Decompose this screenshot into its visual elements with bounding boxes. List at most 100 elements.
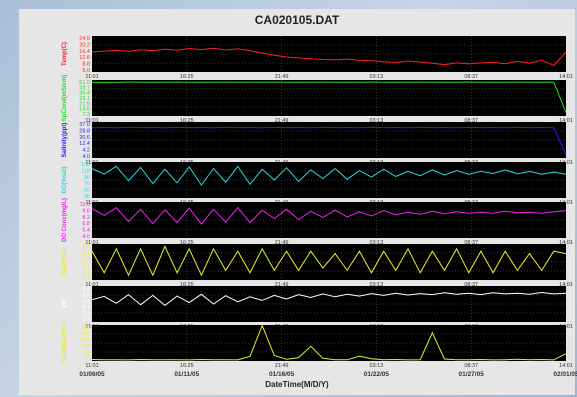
x-tick-label: 21:49 <box>275 118 289 124</box>
y-tick-label: 21.9 <box>79 101 90 107</box>
y-axis-label: DO Conc(mg/L) <box>62 198 68 242</box>
y-tick-label: 12.6 <box>79 55 90 61</box>
y-axis-label: Salinity(ppt) <box>62 123 68 158</box>
y-tick-label: 29.1 <box>79 96 90 102</box>
y-tick-label: 0 <box>87 357 90 363</box>
series-line <box>91 47 567 66</box>
series-line <box>91 245 567 277</box>
y-tick-label: 4.2 <box>82 148 90 154</box>
x-tick-label: 03:13 <box>370 118 384 124</box>
x-tick-label: 21:49 <box>275 240 289 246</box>
y-tick-label: 294 <box>81 325 90 331</box>
y-axis-label: Turbidity(NTU) <box>62 322 68 364</box>
y-tick-label: 1.7 <box>82 263 90 269</box>
x-tick-label: 03:13 <box>370 363 384 369</box>
y-tick-label: 24.0 <box>79 36 90 42</box>
y-tick-label: 43.7 <box>79 85 90 91</box>
x-tick-label: 03:13 <box>370 240 384 246</box>
y-tick-label: 177 <box>81 338 90 344</box>
x-tick-label: 03:13 <box>370 282 384 288</box>
series-line <box>91 126 567 156</box>
x-tick-label: 16:25 <box>180 282 194 288</box>
x-tick-label: 11:01 <box>85 363 98 369</box>
x-tick-label: 11:01 <box>85 282 98 288</box>
x-tick-label: 21:49 <box>275 363 289 369</box>
x-tick-label: 11:01 <box>85 118 98 124</box>
y-tick-label: 59 <box>84 351 90 357</box>
y-tick-label: 236 <box>81 331 90 337</box>
y-tick-label: 2.0 <box>82 257 90 263</box>
y-tick-label: 4.0 <box>82 154 90 160</box>
y-tick-label: 70 <box>84 181 90 187</box>
y-tick-label: 5.4 <box>82 228 90 234</box>
y-tick-label: 5.0 <box>82 68 90 74</box>
y-tick-label: 9.6 <box>82 208 90 214</box>
y-tick-label: 118 <box>81 344 90 350</box>
y-tick-label: 6.8 <box>82 221 90 227</box>
y-tick-label: 90 <box>84 175 90 181</box>
x-tick-label: 08:37 <box>464 363 478 369</box>
x-tick-label: 16:25 <box>180 240 194 246</box>
y-axis-label: SpCond(mS/cm) <box>62 75 68 122</box>
y-tick-label: 7.7 <box>82 318 90 324</box>
y-tick-label: 8.7 <box>82 286 90 292</box>
y-tick-label: 37.0 <box>79 122 90 128</box>
y-tick-label: 110 <box>81 168 90 174</box>
y-tick-label: 8.2 <box>82 215 90 221</box>
series-line <box>91 81 567 113</box>
y-tick-label: 4.0 <box>82 234 90 240</box>
y-tick-label: 130 <box>81 162 90 168</box>
y-tick-label: 2.6 <box>82 244 90 250</box>
series-line <box>91 165 567 186</box>
x-tick-label: 14:01 <box>559 282 573 288</box>
x-tick-label: 21:49 <box>275 282 289 288</box>
y-tick-label: 1.1 <box>82 276 90 282</box>
x-tick-label: 11:01 <box>85 74 98 80</box>
x-axis-title: DateTime(M/D/Y) <box>265 380 329 389</box>
y-tick-label: 20.2 <box>79 42 90 48</box>
series-line <box>91 291 567 307</box>
y-axis-label: DO(%sat) <box>62 166 68 193</box>
y-tick-label: 8.1 <box>82 305 90 311</box>
y-tick-label: 7.3 <box>82 112 90 118</box>
y-tick-label: 30 <box>84 194 90 200</box>
y-tick-label: 12.4 <box>79 141 90 147</box>
x-tick-label: 16:25 <box>180 118 194 124</box>
y-tick-label: 8.3 <box>82 299 90 305</box>
y-axis-label: Depth(m) <box>62 249 68 275</box>
y-tick-label: 20.6 <box>79 135 90 141</box>
y-tick-label: 7.9 <box>82 312 90 318</box>
x-tick-label: 03:13 <box>370 74 384 80</box>
date-tick-label: 01/16/05 <box>269 371 295 378</box>
x-tick-label: 14:01 <box>559 240 573 246</box>
y-tick-label: 11.0 <box>80 202 90 208</box>
x-tick-label: 08:37 <box>464 118 478 124</box>
y-tick-label: 8.5 <box>82 292 90 298</box>
date-tick-label: 02/01/05 <box>553 371 577 378</box>
date-tick-label: 01/22/05 <box>364 371 390 378</box>
x-tick-label: 11:01 <box>85 240 98 246</box>
date-tick-label: 01/06/05 <box>79 371 105 378</box>
x-tick-label: 08:37 <box>464 240 478 246</box>
series-line <box>91 324 567 361</box>
y-tick-label: 50 <box>84 188 90 194</box>
date-tick-label: 01/11/05 <box>174 371 199 378</box>
x-tick-label: 14:01 <box>559 74 573 80</box>
x-tick-label: 16:25 <box>180 74 194 80</box>
y-tick-label: 28.8 <box>79 128 90 134</box>
y-tick-label: 2.3 <box>82 250 90 256</box>
date-tick-label: 01/27/05 <box>459 371 485 378</box>
x-tick-label: 14:01 <box>559 118 573 124</box>
x-tick-label: 08:37 <box>464 74 478 80</box>
y-axis-label: Temp(C) <box>62 42 68 66</box>
x-tick-label: 21:49 <box>275 74 289 80</box>
y-tick-label: 16.4 <box>79 49 90 55</box>
x-tick-label: 14:01 <box>559 363 573 369</box>
y-tick-label: 1.4 <box>82 270 90 276</box>
y-tick-label: 8.8 <box>82 62 90 68</box>
y-tick-label: 51.0 <box>79 80 90 86</box>
x-tick-label: 16:25 <box>180 363 194 369</box>
y-tick-label: 36.4 <box>79 91 90 97</box>
x-tick-label: 08:37 <box>464 282 478 288</box>
